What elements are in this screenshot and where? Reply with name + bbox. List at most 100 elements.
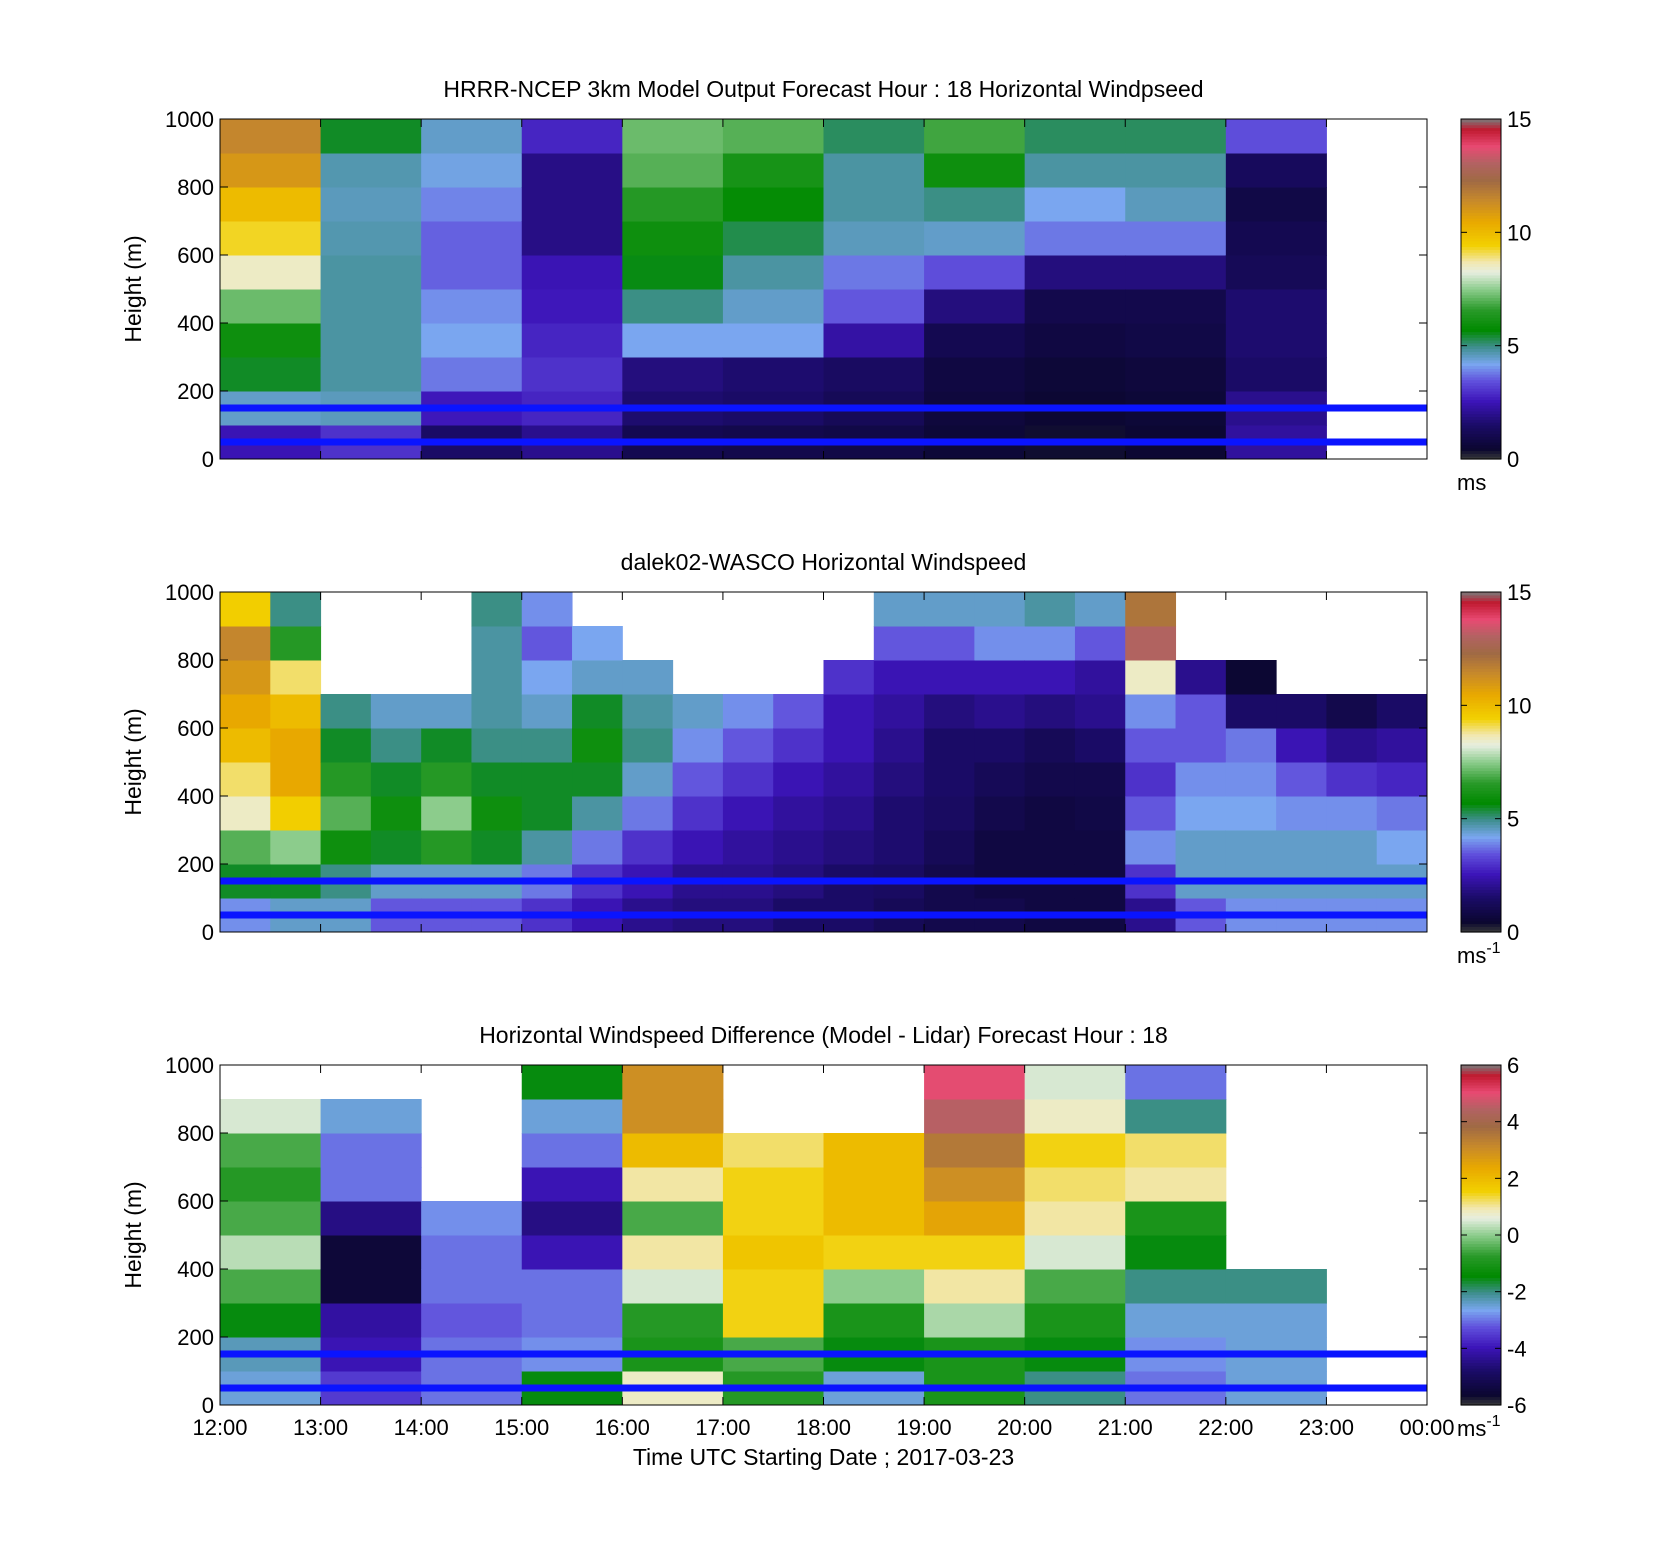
colorbar-segment: [1461, 852, 1501, 857]
colorbar-segment: [1461, 742, 1501, 746]
y-tick-label: 200: [177, 852, 214, 877]
heatmap-cell: [823, 255, 925, 290]
heatmap-cell: [622, 1167, 724, 1202]
colorbar-segment: [1461, 1368, 1501, 1372]
colorbar-segment: [1461, 1184, 1501, 1188]
heatmap-cell: [220, 323, 322, 358]
colorbar-segment: [1461, 864, 1501, 868]
heatmap-cell: [924, 1099, 1026, 1134]
heatmap-cell: [1024, 830, 1076, 865]
colorbar-segment: [1461, 1314, 1501, 1318]
chart-title: HRRR-NCEP 3km Model Output Forecast Hour…: [443, 76, 1203, 102]
colorbar-segment: [1461, 1260, 1501, 1264]
heatmap-cell: [421, 796, 472, 831]
colorbar-segment: [1461, 1283, 1501, 1287]
heatmap-cell: [1225, 1269, 1327, 1304]
colorbar-segment: [1461, 393, 1501, 398]
colorbar-segment: [1461, 1226, 1501, 1230]
colorbar-segment: [1461, 1303, 1501, 1307]
colorbar-segment: [1461, 1096, 1501, 1100]
colorbar-segment: [1461, 198, 1501, 202]
colorbar-segment: [1461, 289, 1501, 293]
heatmap-cell: [873, 694, 925, 729]
heatmap-cell: [1225, 796, 1277, 831]
heatmap-cell: [320, 762, 372, 797]
heatmap-cell: [622, 357, 724, 392]
colorbar-segment: [1461, 892, 1501, 896]
heatmap-cell: [421, 289, 523, 324]
colorbar-segment: [1461, 1198, 1501, 1202]
heatmap-cell: [773, 796, 824, 831]
colorbar-segment: [1461, 906, 1501, 910]
heatmap-cell: [270, 830, 322, 865]
heatmap-cell: [320, 694, 372, 729]
colorbar-segment: [1461, 779, 1501, 783]
colorbar-segment: [1461, 416, 1501, 420]
colorbar-segment: [1461, 1118, 1501, 1123]
colorbar-segment: [1461, 739, 1501, 743]
heatmap-cell: [1376, 694, 1428, 729]
heatmap-cell: [622, 1235, 724, 1270]
heatmap-cell: [1125, 153, 1227, 188]
colorbar-segment: [1461, 1393, 1501, 1398]
heatmap-cell: [220, 1133, 322, 1168]
heatmap-cell: [823, 187, 925, 222]
heatmap-cell: [421, 762, 472, 797]
colorbar-segment: [1461, 136, 1501, 140]
colorbar-segment: [1461, 883, 1501, 888]
colorbar-segment: [1461, 218, 1501, 222]
colorbar-segment: [1461, 654, 1501, 658]
heatmap-cell: [220, 255, 322, 290]
colorbar-segment: [1461, 1294, 1501, 1298]
heatmap-cell: [1024, 323, 1126, 358]
heatmap-cell: [1024, 357, 1126, 392]
heatmap-cell: [722, 1167, 824, 1202]
colorbar-segment: [1461, 841, 1501, 845]
x-tick-label: 18:00: [796, 1415, 851, 1440]
colorbar-segment: [1461, 286, 1501, 290]
heatmap-cell: [873, 660, 925, 695]
colorbar-segment: [1461, 442, 1501, 446]
y-tick-label: 800: [177, 175, 214, 200]
heatmap-cell: [1125, 626, 1177, 661]
heatmap-cell: [622, 187, 724, 222]
colorbar-segment: [1461, 1348, 1501, 1352]
colorbar-segment: [1461, 314, 1501, 318]
heatmap-cell: [1225, 119, 1327, 154]
colorbar-segment: [1461, 192, 1501, 197]
colorbar-segment: [1461, 447, 1501, 452]
heatmap-cell: [320, 153, 422, 188]
heatmap-cell: [320, 796, 372, 831]
colorbar-segment: [1461, 1090, 1501, 1094]
colorbar-segment: [1461, 702, 1501, 706]
heatmap-cell: [320, 119, 422, 154]
heatmap-cell: [572, 830, 623, 865]
colorbar-segment: [1461, 1354, 1501, 1358]
heatmap-cell: [924, 289, 1026, 324]
colorbar-segment: [1461, 628, 1501, 633]
colorbar-segment: [1461, 912, 1501, 916]
heatmap-cell: [773, 728, 824, 763]
colorbar-segment: [1461, 1152, 1501, 1157]
heatmap-cell: [1074, 762, 1126, 797]
heatmap-cell: [220, 119, 322, 154]
heatmap-cell: [1024, 119, 1126, 154]
colorbar-segment: [1461, 1274, 1501, 1279]
colorbar-segment: [1461, 155, 1501, 160]
colorbar-segment: [1461, 1342, 1501, 1347]
heatmap-cell: [873, 592, 925, 627]
heatmap-cell: [622, 1303, 724, 1338]
colorbar-segment: [1461, 240, 1501, 245]
colorbar-segment: [1461, 133, 1501, 137]
heatmap-cell: [773, 830, 824, 865]
y-tick-label: 1000: [165, 107, 214, 132]
heatmap-cell: [1024, 1065, 1126, 1100]
heatmap-cell: [722, 221, 824, 256]
colorbar-segment: [1461, 121, 1501, 126]
colorbar-unit: ms-1: [1457, 1413, 1501, 1441]
colorbar-segment: [1461, 1167, 1501, 1171]
y-tick-label: 200: [177, 1325, 214, 1350]
colorbar-segment: [1461, 1164, 1501, 1168]
colorbar-segment: [1461, 674, 1501, 678]
heatmap-cell: [220, 1167, 322, 1202]
